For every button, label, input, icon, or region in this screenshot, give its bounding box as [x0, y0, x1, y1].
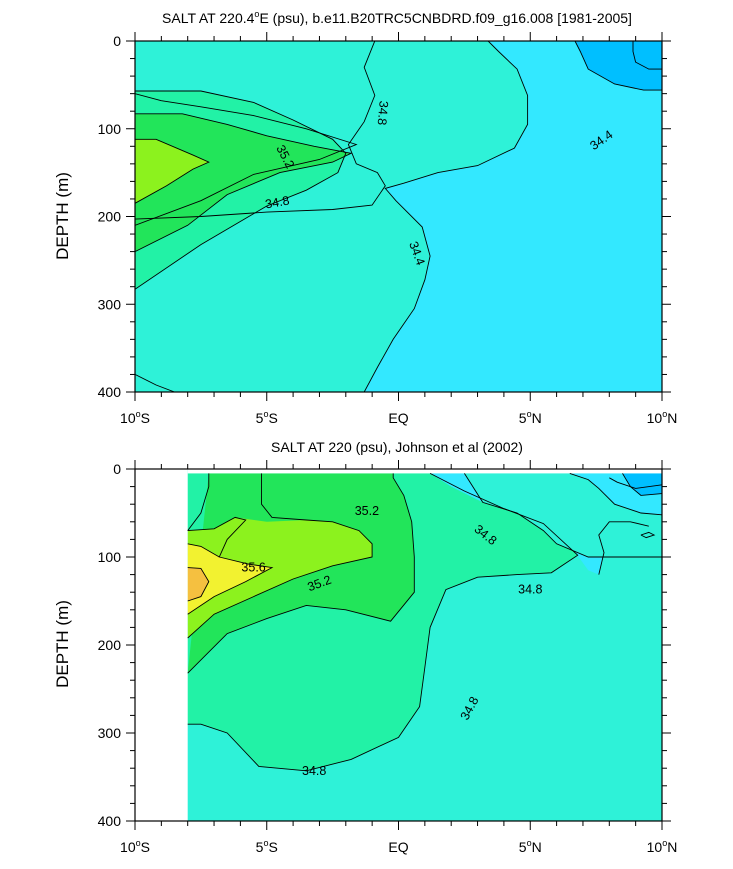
contour-line-2 [135, 138, 210, 204]
y-tick-label: 400 [98, 813, 122, 829]
contour-line-7 [464, 473, 662, 558]
contour-line-6 [363, 41, 529, 392]
y-tick-label: 200 [98, 637, 122, 653]
contour-line-8 [632, 41, 662, 70]
contour-line-8 [569, 472, 662, 516]
contour-label-6: 34.8 [302, 764, 326, 778]
fill-region-4 [187, 567, 209, 601]
contour-label-1: 34.8 [375, 100, 391, 126]
panel-obs: 35.235.635.234.834.834.834.8 SALT AT 220… [53, 439, 677, 855]
contour-line-11 [609, 477, 662, 489]
x-tick-label: EQ [388, 410, 408, 426]
panel-model: 35.234.834.834.434.4 SALT AT 220.4oE (ps… [53, 9, 677, 426]
y-tick-label: 200 [98, 209, 122, 225]
contour-line-7 [574, 41, 662, 91]
x-tick-label: 10oS [120, 838, 150, 855]
contour-line-9 [598, 521, 649, 575]
fill-region-0 [364, 41, 662, 392]
contour-line-6 [187, 567, 210, 602]
plot-area: 35.235.635.234.834.834.834.8 [135, 469, 662, 821]
plot-area: 35.234.834.834.434.4 [135, 41, 662, 392]
x-tick-label: 10oN [647, 409, 678, 426]
fill-region-2 [633, 41, 662, 70]
contour-label-2: 34.8 [264, 193, 290, 211]
fill-region-3 [187, 543, 272, 615]
panel-obs-ylabel: DEPTH (m) [53, 600, 72, 688]
contour-line-5 [187, 543, 220, 558]
contour-label-4: 34.8 [518, 583, 542, 597]
y-tick-label: 300 [98, 296, 122, 312]
contour-line-1 [135, 113, 353, 253]
fill-region-5 [135, 139, 209, 204]
y-tick-label: 100 [98, 549, 122, 565]
fill-region-8 [622, 473, 662, 496]
contour-line-3 [135, 93, 358, 226]
y-tick-label: 400 [98, 384, 122, 400]
x-tick-label: 10oS [120, 409, 150, 426]
contour-label-0: 35.2 [355, 504, 379, 518]
y-tick-label: 0 [113, 33, 121, 49]
contour-line-0 [187, 472, 579, 772]
x-tick-label: 5oS [256, 409, 278, 426]
contour-line-0 [135, 90, 347, 290]
contour-line-1 [187, 473, 210, 531]
x-tick-label: 10oN [647, 838, 678, 855]
contour-line-12 [640, 531, 656, 539]
contour-line-3 [187, 473, 373, 639]
x-tick-label: 5oN [519, 838, 542, 855]
y-tick-label: 300 [98, 725, 122, 741]
fill-region-2 [187, 517, 373, 638]
y-tick-label: 100 [98, 121, 122, 137]
panel-model-title: SALT AT 220.4oE (psu), b.e11.B20TRC5CNBD… [162, 9, 632, 26]
missing-data-area [135, 469, 188, 821]
x-tick-label: EQ [388, 839, 408, 855]
missing-data-top [187, 469, 662, 474]
contour-line-4 [135, 373, 175, 392]
x-tick-label: 5oS [256, 838, 278, 855]
contour-line-5 [135, 41, 386, 220]
contour-line-2 [187, 473, 415, 674]
panel-model-ylabel: DEPTH (m) [53, 172, 72, 260]
y-tick-label: 0 [113, 461, 121, 477]
x-tick-label: 5oN [519, 409, 542, 426]
contour-label-1: 35.6 [241, 561, 265, 575]
panel-obs-title: SALT AT 220 (psu), Johnson et al (2002) [271, 439, 523, 455]
